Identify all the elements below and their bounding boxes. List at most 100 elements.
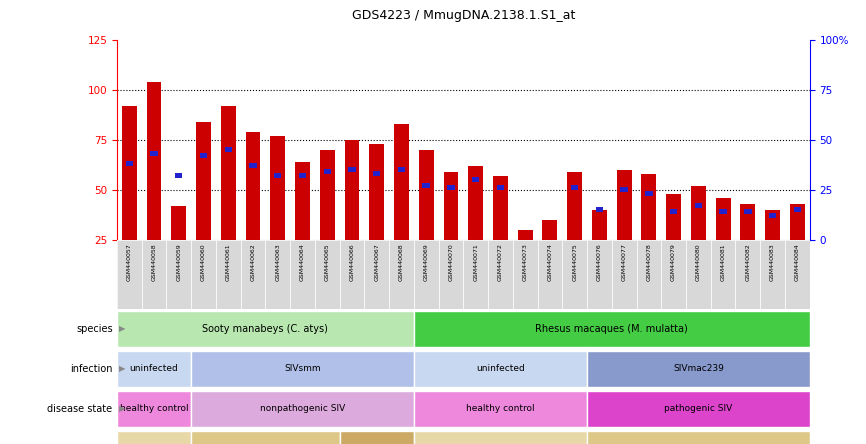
Bar bbox=[740, 204, 755, 290]
Bar bbox=[666, 194, 681, 290]
Bar bbox=[769, 213, 776, 218]
Bar bbox=[720, 209, 727, 214]
Bar bbox=[290, 240, 315, 309]
Bar bbox=[196, 122, 211, 290]
Bar bbox=[299, 173, 307, 178]
Bar bbox=[695, 203, 702, 208]
Bar bbox=[146, 82, 161, 290]
Text: species: species bbox=[76, 324, 113, 334]
Bar bbox=[200, 153, 207, 159]
Bar bbox=[369, 144, 385, 290]
Bar bbox=[711, 240, 735, 309]
Text: GSM440072: GSM440072 bbox=[498, 243, 503, 281]
Bar bbox=[567, 172, 582, 290]
Bar bbox=[562, 240, 587, 309]
Bar bbox=[760, 240, 785, 309]
Bar bbox=[493, 176, 507, 290]
Bar bbox=[645, 191, 653, 196]
Bar bbox=[397, 167, 405, 172]
Text: GSM440073: GSM440073 bbox=[523, 243, 527, 281]
Bar bbox=[414, 351, 587, 387]
Bar bbox=[447, 185, 455, 190]
Text: GSM440080: GSM440080 bbox=[696, 243, 701, 281]
Text: GSM440061: GSM440061 bbox=[226, 243, 230, 281]
Bar bbox=[175, 173, 183, 178]
Text: GDS4223 / MmugDNA.2138.1.S1_at: GDS4223 / MmugDNA.2138.1.S1_at bbox=[352, 9, 575, 22]
Text: GSM440065: GSM440065 bbox=[325, 243, 330, 281]
Text: GSM440074: GSM440074 bbox=[547, 243, 553, 281]
Bar bbox=[373, 171, 380, 176]
Bar bbox=[488, 240, 513, 309]
Text: Rhesus macaques (M. mulatta): Rhesus macaques (M. mulatta) bbox=[535, 324, 688, 334]
Bar bbox=[735, 240, 760, 309]
Bar bbox=[166, 240, 191, 309]
Bar bbox=[315, 240, 339, 309]
Bar bbox=[686, 240, 711, 309]
Text: SIVmac239: SIVmac239 bbox=[673, 365, 724, 373]
Bar bbox=[662, 240, 686, 309]
Bar bbox=[670, 209, 677, 214]
Text: nonpathogenic SIV: nonpathogenic SIV bbox=[260, 404, 346, 413]
Bar bbox=[766, 210, 780, 290]
Bar bbox=[596, 207, 603, 212]
Bar bbox=[790, 204, 805, 290]
Bar bbox=[744, 209, 752, 214]
Bar bbox=[691, 186, 706, 290]
Bar bbox=[339, 431, 414, 444]
Bar bbox=[270, 136, 285, 290]
Bar bbox=[221, 106, 236, 290]
Bar bbox=[365, 240, 389, 309]
Text: GSM440068: GSM440068 bbox=[399, 243, 404, 281]
Text: SIVsmm: SIVsmm bbox=[284, 365, 320, 373]
Bar bbox=[571, 185, 578, 190]
Bar bbox=[513, 240, 538, 309]
Bar bbox=[472, 177, 480, 182]
Bar bbox=[117, 240, 142, 309]
Text: GSM440063: GSM440063 bbox=[275, 243, 281, 281]
Bar bbox=[191, 351, 414, 387]
Bar bbox=[546, 243, 553, 248]
Bar bbox=[785, 240, 810, 309]
Bar bbox=[389, 240, 414, 309]
Bar bbox=[414, 431, 587, 444]
Bar bbox=[126, 161, 133, 166]
Bar bbox=[224, 147, 232, 152]
Bar bbox=[265, 240, 290, 309]
Text: GSM440082: GSM440082 bbox=[746, 243, 750, 281]
Bar bbox=[324, 169, 331, 174]
Bar bbox=[637, 240, 662, 309]
Text: GSM440059: GSM440059 bbox=[177, 243, 181, 281]
Bar bbox=[518, 230, 533, 290]
Bar bbox=[191, 240, 216, 309]
Bar bbox=[538, 240, 562, 309]
Text: GSM440076: GSM440076 bbox=[597, 243, 602, 281]
Bar bbox=[117, 431, 191, 444]
Text: ▶: ▶ bbox=[119, 404, 126, 413]
Bar bbox=[793, 207, 801, 212]
Bar bbox=[469, 166, 483, 290]
Bar bbox=[414, 240, 438, 309]
Text: Sooty manabeys (C. atys): Sooty manabeys (C. atys) bbox=[203, 324, 328, 334]
Text: GSM440064: GSM440064 bbox=[300, 243, 305, 281]
Bar bbox=[611, 240, 637, 309]
Bar bbox=[419, 150, 434, 290]
Text: GSM440071: GSM440071 bbox=[473, 243, 478, 281]
Bar bbox=[463, 240, 488, 309]
Bar bbox=[171, 206, 186, 290]
Bar bbox=[246, 132, 261, 290]
Text: ▶: ▶ bbox=[119, 365, 126, 373]
Text: GSM440075: GSM440075 bbox=[572, 243, 577, 281]
Text: healthy control: healthy control bbox=[466, 404, 534, 413]
Bar bbox=[117, 351, 191, 387]
Bar bbox=[617, 170, 631, 290]
Bar bbox=[620, 187, 628, 192]
Bar bbox=[443, 172, 458, 290]
Bar bbox=[117, 391, 191, 427]
Text: GSM440070: GSM440070 bbox=[449, 243, 454, 281]
Text: GSM440069: GSM440069 bbox=[423, 243, 429, 281]
Bar bbox=[117, 311, 414, 347]
Bar bbox=[414, 391, 587, 427]
Bar bbox=[587, 431, 810, 444]
Text: GSM440058: GSM440058 bbox=[152, 243, 157, 281]
Text: pathogenic SIV: pathogenic SIV bbox=[664, 404, 733, 413]
